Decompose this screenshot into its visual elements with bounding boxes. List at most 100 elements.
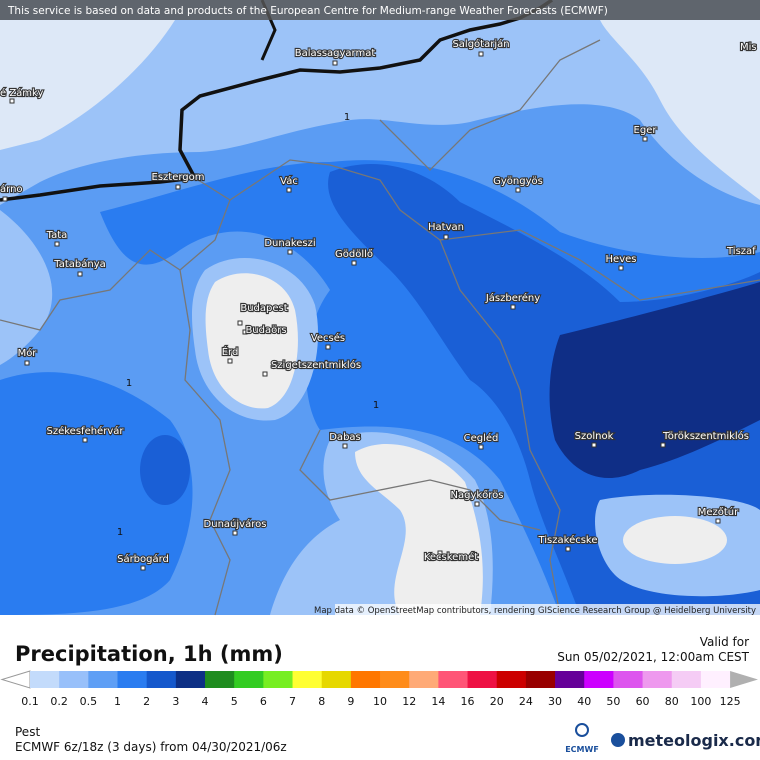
valid-time: Sun 05/02/2021, 12:00am CEST [557,650,749,664]
colorbar-tick-label: 60 [636,695,650,708]
meteologix-logo[interactable]: meteologix.com [628,731,760,750]
city-label: Hatvan [428,222,464,233]
city-label: Jászberény [485,292,540,304]
city-dot [227,358,233,364]
colorbar-tick-label: 16 [461,695,475,708]
city-dot [342,443,348,449]
colorbar-box [613,671,644,688]
city-label: Törökszentmiklós [662,430,749,442]
city-label: Mezőtúr [698,506,739,518]
city-label: Budapest [240,303,287,314]
city-label: Gyöngyös [493,176,543,187]
white-area [600,20,760,200]
colorbar-tick-label: 24 [519,695,533,708]
city-label: Dunaújváros [204,518,267,530]
city-label: Nagykőrös [450,489,503,501]
city-dot [591,442,597,448]
city-label: Tatabánya [53,258,106,270]
city-label: Dunakeszi [264,238,315,249]
city-label: Vác [280,175,298,187]
city-label: Mis [740,42,757,53]
colorbar-tick-label: 0.1 [21,695,39,708]
city-label: Sárbogárd [117,553,169,565]
contour-label: 1 [373,400,379,411]
city-dot [9,98,15,104]
colorbar-tick-label: 3 [172,695,179,708]
colorbar-box [263,671,294,688]
city-dot [232,530,238,536]
colorbar-box [175,671,206,688]
city-dot [510,304,516,310]
city-label: Eger [634,125,658,136]
city-dot [82,437,88,443]
colorbar-box [700,671,731,688]
colorbar-box [525,671,556,688]
colorbar-tick-label: 6 [260,695,267,708]
model-info: ECMWF 6z/18z (3 days) from 04/30/2021/06… [15,740,287,754]
colorbar-box [146,671,177,688]
city-label: Vecsés [311,332,345,344]
city-label: Tiszaf [726,246,756,257]
city-dot [642,136,648,142]
light-area [0,210,53,365]
white-area [0,20,175,150]
colorbar-tick-label: 12 [402,695,416,708]
colorbar-box [30,671,60,688]
colorbar-tick-label: 20 [490,695,504,708]
city-dot [332,60,338,66]
colorbar-tick-label: 80 [665,695,679,708]
city-dot [287,249,293,255]
colorbar-box [117,671,148,688]
colorbar-box [409,671,439,688]
city-label: Tiszakécske [537,534,597,546]
colorbar-tick-label: 10 [373,695,387,708]
colorbar-tick-label: 4 [202,695,209,708]
city-dot [618,265,624,271]
city-dot [77,271,83,277]
colorbar-box [380,671,410,688]
colorbar-box [467,671,498,688]
city-dot [437,550,443,556]
city-label: Cegléd [464,432,499,444]
city-dot [565,546,571,552]
colorbar-tick-label: 8 [318,695,325,708]
header-bar [0,0,760,20]
city-dot [715,518,721,524]
colorbar-tick-label: 30 [548,695,562,708]
contour-label: 1 [344,112,350,123]
city-label: Budaörs [245,325,286,336]
city-label: Székesfehérvár [47,425,125,437]
colorbar-box [555,671,585,688]
city-dot [140,565,146,571]
city-dot [478,51,484,57]
colorbar-tick-label: 5 [231,695,238,708]
contour-label: 1 [126,378,132,389]
city-dot [351,260,357,266]
city-label: Gödöllő [335,248,373,260]
city-label: Balassagyarmat [295,48,376,59]
colorbar-box [88,671,119,688]
colorbar-arrow-right [730,671,758,688]
white-area [205,273,298,409]
legend-title: Precipitation, 1h (mm) [15,642,283,666]
colorbar-tick-label: 100 [690,695,711,708]
county-borders [0,39,760,616]
colorbar-box [671,671,702,688]
county-line [299,429,541,531]
colorbar-box [496,671,527,688]
city-label: Heves [606,254,637,265]
city-label: Mór [18,347,38,359]
city-label: Dabas [329,432,361,443]
colorbar-tick-label: 7 [289,695,296,708]
city-dot [515,187,521,193]
colorbar-arrow-left [0,670,31,689]
moderate-area [0,372,193,615]
city-dot [262,371,268,377]
city-label: Tata [46,230,68,241]
ecmwf-logo: ECMWF [565,745,599,754]
city-dot [175,184,181,190]
city-dot [286,187,292,193]
city-label: é Zámky [0,87,43,99]
